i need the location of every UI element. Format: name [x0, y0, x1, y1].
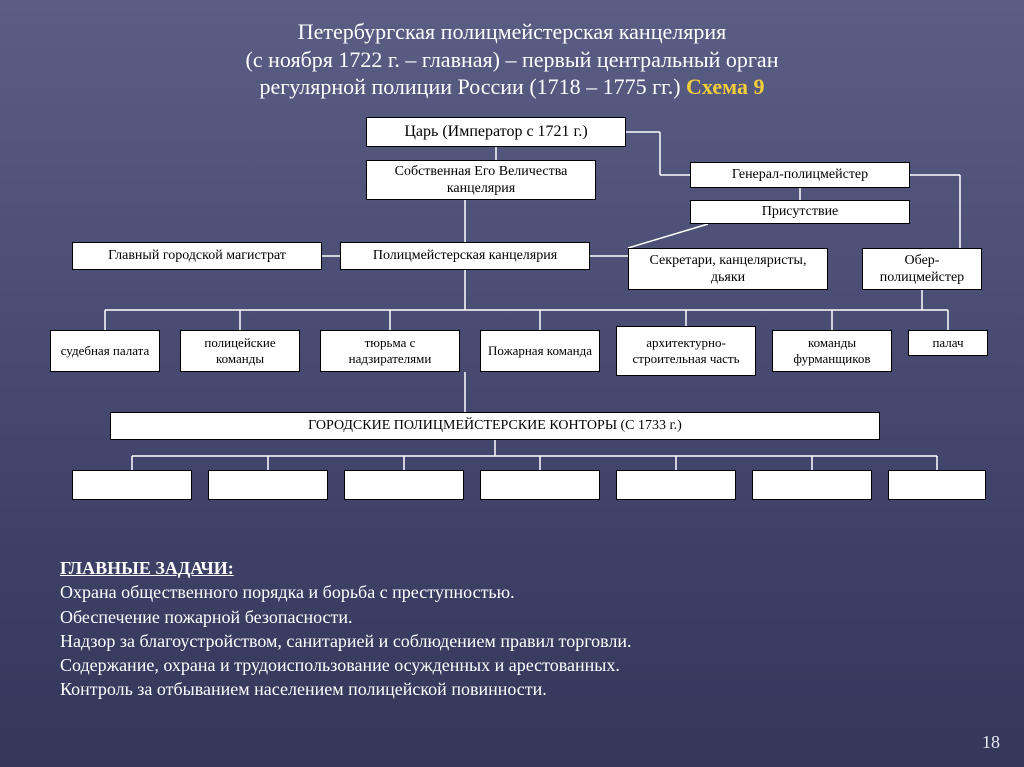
node-palach: палач [908, 330, 988, 356]
title-line2: (с ноября 1722 г. – главная) – первый це… [246, 47, 779, 72]
node-turma: тюрьма с надзирателями [320, 330, 460, 372]
node-pol_kanc: Полицмейстерская канцелярия [340, 242, 590, 270]
node-prisut: Присутствие [690, 200, 910, 224]
tasks-line: Обеспечение пожарной безопасности. [60, 607, 353, 627]
node-own_chan: Собственная Его Величества канцелярия [366, 160, 596, 200]
node-tsar: Царь (Император с 1721 г.) [366, 117, 626, 147]
node-furm: команды фурманщиков [772, 330, 892, 372]
node-b7 [888, 470, 986, 500]
title-scheme-number: Схема 9 [686, 74, 764, 99]
node-b4 [480, 470, 600, 500]
node-b3 [344, 470, 464, 500]
node-b5 [616, 470, 736, 500]
tasks-line: Содержание, охрана и трудоиспользование … [60, 655, 620, 675]
node-pozh: Пожарная команда [480, 330, 600, 372]
tasks-heading: ГЛАВНЫЕ ЗАДАЧИ: [60, 558, 234, 578]
node-ober: Обер-полицмейстер [862, 248, 982, 290]
tasks-line: Охрана общественного порядка и борьба с … [60, 582, 515, 602]
node-sud: судебная палата [50, 330, 160, 372]
page-number: 18 [982, 732, 1000, 753]
title-line3a: регулярной полиции России (1718 – 1775 г… [259, 74, 686, 99]
tasks-block: ГЛАВНЫЕ ЗАДАЧИ: Охрана общественного пор… [60, 556, 632, 702]
tasks-line: Надзор за благоустройством, санитарией и… [60, 631, 632, 651]
tasks-line: Контроль за отбыванием населением полице… [60, 679, 547, 699]
node-b6 [752, 470, 872, 500]
node-gor_kont: ГОРОДСКИЕ ПОЛИЦМЕЙСТЕРСКИЕ КОНТОРЫ (С 17… [110, 412, 880, 440]
node-pol_kom: полицейские команды [180, 330, 300, 372]
title-line1: Петербургская полицмейстерская канцеляри… [298, 19, 726, 44]
slide-title: Петербургская полицмейстерская канцеляри… [0, 18, 1024, 101]
node-magistrat: Главный городской магистрат [72, 242, 322, 270]
node-b2 [208, 470, 328, 500]
node-b1 [72, 470, 192, 500]
node-gen_pol: Генерал-полицмейстер [690, 162, 910, 188]
node-arhit: архитектурно-строительная часть [616, 326, 756, 376]
node-sekret: Секретари, канцеляристы, дьяки [628, 248, 828, 290]
